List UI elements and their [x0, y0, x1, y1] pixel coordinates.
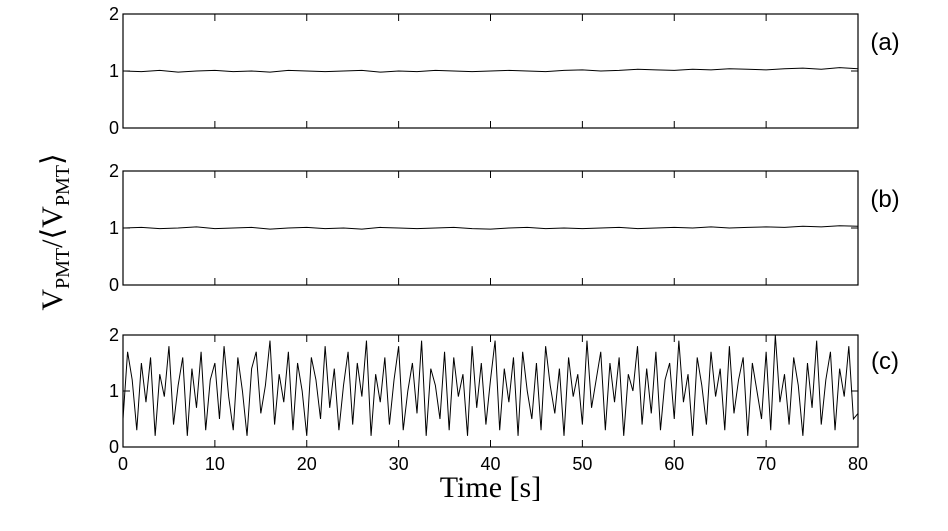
y-axis-label-part: PMT [52, 165, 74, 206]
y-tick-label: 0 [109, 437, 119, 457]
y-axis-label: VPMT/⟨VPMT⟩ [36, 153, 74, 310]
signal-line [122, 67, 859, 73]
x-tick-label: 20 [297, 454, 317, 474]
panel-label: (c) [871, 348, 899, 375]
y-tick-label: 0 [109, 118, 119, 138]
y-tick-label: 1 [109, 218, 119, 238]
y-axis-label-part: /⟨V [36, 206, 69, 248]
x-tick-label: 50 [572, 454, 592, 474]
signal-line [122, 225, 859, 230]
y-tick-label: 2 [109, 161, 119, 181]
y-axis-label-part: V [36, 289, 69, 311]
x-tick-label: 60 [664, 454, 684, 474]
y-axis-label-part: ⟩ [36, 153, 69, 165]
x-tick-label: 80 [848, 454, 868, 474]
x-tick-label: 70 [756, 454, 776, 474]
signal-line [122, 334, 859, 436]
y-tick-label: 1 [109, 61, 119, 81]
y-tick-label: 2 [109, 4, 119, 24]
y-tick-label: 0 [109, 275, 119, 295]
x-tick-label: 40 [480, 454, 500, 474]
y-tick-label: 2 [109, 325, 119, 345]
y-tick-label: 1 [109, 381, 119, 401]
panel-label: (b) [870, 186, 899, 213]
y-axis-label-part: PMT [52, 248, 74, 289]
x-tick-label: 10 [205, 454, 225, 474]
x-tick-label: 0 [118, 454, 128, 474]
x-axis-label: Time [s] [440, 471, 541, 504]
x-tick-label: 30 [389, 454, 409, 474]
panel-label: (a) [870, 29, 899, 56]
